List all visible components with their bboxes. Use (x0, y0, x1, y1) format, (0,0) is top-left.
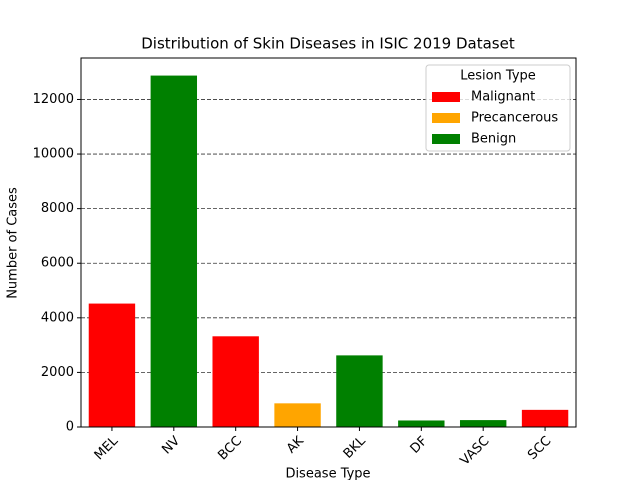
x-tick-label: VASC (458, 434, 493, 469)
legend-label: Precancerous (471, 111, 558, 126)
bar (274, 403, 321, 427)
y-tick-label: 0 (66, 420, 74, 435)
legend-swatch (432, 92, 460, 102)
legend-swatch (432, 134, 460, 144)
y-tick-label: 2000 (41, 365, 74, 380)
legend-title: Lesion Type (460, 69, 536, 84)
x-tick-label: BCC (215, 434, 245, 464)
bar (398, 420, 445, 427)
bar (459, 420, 507, 427)
x-axis-label: Disease Type (285, 467, 370, 480)
bar (336, 355, 383, 427)
x-tick-label: BKL (341, 433, 370, 462)
bar (212, 336, 259, 427)
y-axis-label: Number of Cases (6, 187, 21, 299)
chart-title: Distribution of Skin Diseases in ISIC 20… (141, 35, 515, 53)
y-tick-label: 8000 (41, 201, 74, 216)
x-tick-label: AK (284, 433, 307, 456)
legend-label: Benign (471, 132, 516, 147)
legend-box (425, 64, 571, 152)
bar (150, 75, 198, 427)
x-tick-label: DF (408, 434, 431, 457)
y-tick-label: 10000 (33, 147, 74, 162)
legend-swatch (432, 113, 460, 123)
y-tick-label: 4000 (41, 310, 74, 325)
x-tick-label: SCC (525, 434, 554, 463)
x-tick-label: NV (159, 434, 183, 458)
bar (88, 303, 136, 427)
bar (521, 409, 569, 427)
y-tick-label: 12000 (33, 92, 74, 107)
x-tick-label: MEL (92, 433, 122, 463)
y-tick-label: 6000 (41, 256, 74, 271)
plot-frame (80, 57, 577, 428)
legend-label: Malignant (471, 90, 535, 105)
